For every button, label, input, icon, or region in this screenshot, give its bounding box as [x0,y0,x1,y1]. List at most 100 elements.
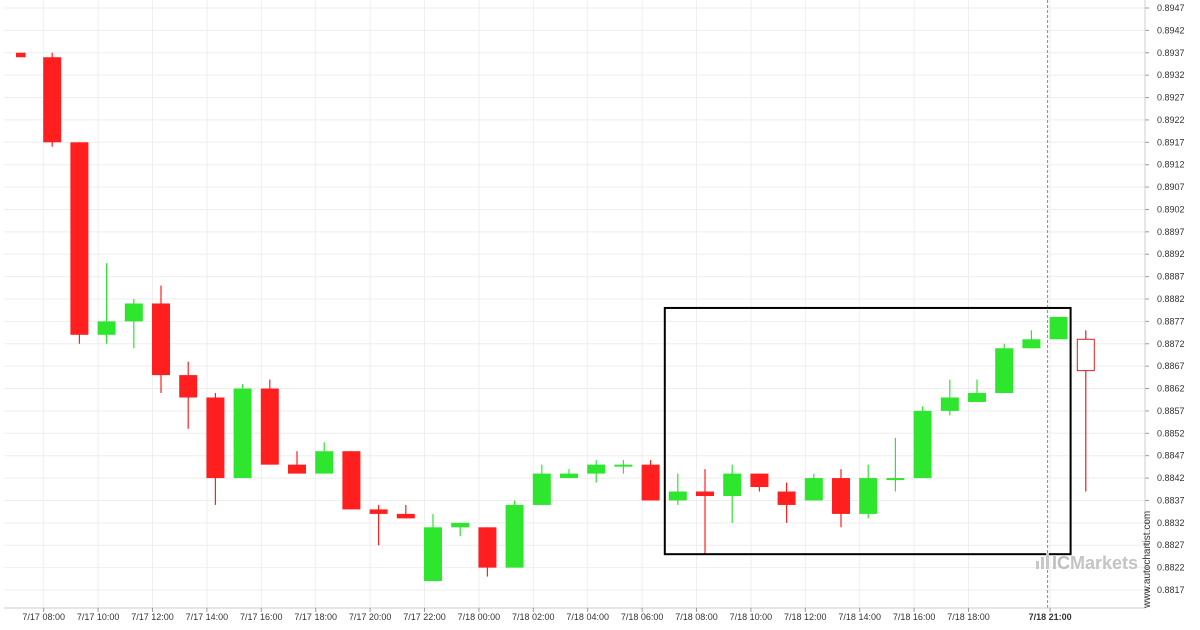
candle [70,142,89,344]
candle [968,379,986,402]
candle-body [97,321,116,335]
y-tick-label: 0.8947 [1157,3,1185,13]
candle-body [260,388,279,465]
x-tick-label: 7/18 21:00 [1029,612,1072,622]
candle-body [206,397,225,479]
candle-body [16,52,25,58]
candle [859,464,878,519]
y-tick-label: 0.8872 [1157,339,1185,349]
candle-body [478,527,497,568]
candle-body [451,522,470,528]
x-tick-label: 7/18 16:00 [893,612,936,622]
candle-body [179,375,198,398]
candle-body [668,491,687,501]
candle [97,263,116,344]
candle-body [995,348,1014,394]
candle-body [804,478,823,501]
candle-body [124,303,143,322]
watermark-site: www.autochartist.com [1142,511,1153,609]
y-tick-label: 0.8822 [1157,563,1185,573]
candle [995,343,1014,394]
candle-body [233,388,252,479]
y-tick-label: 0.8832 [1157,518,1185,528]
y-tick-label: 0.8852 [1157,428,1185,438]
candle [723,464,742,523]
x-tick-label: 7/18 06:00 [621,612,664,622]
candle [532,464,551,505]
watermark-brand-suffix: Markets [1070,553,1138,573]
candle-body [369,509,388,514]
x-tick-label: 7/17 08:00 [22,612,65,622]
x-tick-label: 7/17 12:00 [131,612,174,622]
watermark: ICMarkets www.autochartist.com [1036,511,1153,609]
y-tick-label: 0.8897 [1157,227,1185,237]
x-tick-label: 7/17 18:00 [294,612,337,622]
candle-body [1076,338,1095,372]
candle-body [43,57,62,143]
candle-body [288,464,306,474]
candle-body [342,451,361,510]
candle [1076,330,1095,492]
candle-body [886,478,905,481]
y-tick-label: 0.8862 [1157,384,1185,394]
candle-body [777,491,796,505]
candle-body [614,464,633,467]
candle-body [505,504,524,568]
candle-body [396,513,415,519]
candle [832,469,850,528]
candle [43,52,62,147]
candle-body [723,473,742,496]
candle [260,379,279,465]
y-tick-label: 0.8867 [1157,361,1185,371]
candle [288,451,306,474]
x-tick-label: 7/17 16:00 [240,612,283,622]
candle-body [70,142,89,335]
pattern-highlight-box [663,306,1072,556]
y-axis: 0.8947 0.8942 0.8937 0.8932 0.8927 0.8922 0.89… [1144,0,1185,608]
y-tick-label: 0.8927 [1157,93,1185,103]
y-tick-label: 0.8892 [1157,249,1185,259]
candle [179,361,198,429]
icmarkets-logo-icon [1036,553,1049,569]
y-tick-label: 0.8902 [1157,204,1185,214]
candle [152,285,170,394]
y-tick-label: 0.8817 [1157,585,1185,595]
watermark-brand: ICMarkets [1052,553,1138,573]
candle-body [859,478,878,514]
candle-body [968,393,986,402]
candle-body [560,473,578,479]
candle [587,460,606,483]
y-tick-label: 0.8847 [1157,451,1185,461]
y-tick-label: 0.8907 [1157,182,1185,192]
candle [777,482,796,523]
candle [1049,316,1068,340]
x-tick-label: 7/18 10:00 [730,612,773,622]
candle-body [913,410,932,479]
watermark-brand-prefix: IC [1052,553,1070,573]
candle [16,52,26,58]
candle-body [152,303,170,376]
candle [696,469,714,555]
candle [641,460,660,501]
x-axis: 7/17 08:00 7/17 10:00 7/17 12:00 7/17 14:00… [4,607,1145,622]
candle [124,299,143,349]
candle [668,473,687,505]
y-tick-label: 0.8942 [1157,25,1185,35]
candle [886,437,905,492]
y-tick-label: 0.8877 [1157,316,1185,326]
candle [233,384,252,479]
y-tick-label: 0.8937 [1157,48,1185,58]
candle-body [696,491,714,496]
candle-body [832,478,850,514]
y-tick-label: 0.8827 [1157,540,1185,550]
y-tick-label: 0.8932 [1157,70,1185,80]
x-tick-label: 7/17 14:00 [186,612,229,622]
candle-body [424,527,442,582]
candle [369,504,388,546]
candle-body [315,451,334,474]
candle [505,500,524,568]
x-tick-label: 7/18 00:00 [458,612,501,622]
candle [913,406,932,479]
candle-body [641,464,660,501]
x-tick-label: 7/18 04:00 [566,612,609,622]
